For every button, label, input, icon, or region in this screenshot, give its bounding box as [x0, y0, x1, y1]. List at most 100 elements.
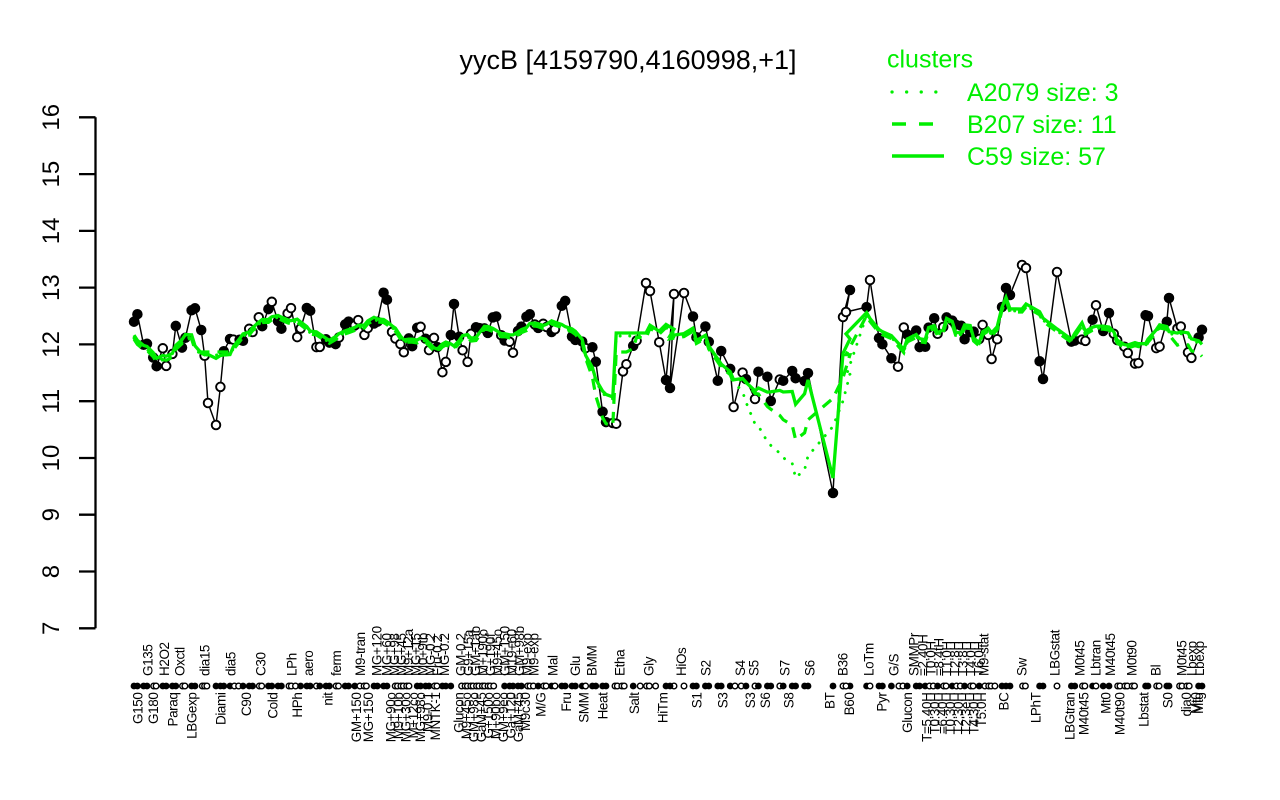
svg-text:MG+15: MG+15 — [408, 633, 423, 676]
svg-text:M0t90: M0t90 — [1125, 640, 1140, 676]
svg-text:Paraq: Paraq — [166, 693, 181, 727]
svg-text:M19+60: M19+60 — [505, 629, 520, 676]
svg-text:T3:8H: T3:8H — [956, 641, 971, 676]
svg-text:M9-0.1: M9-0.1 — [421, 693, 436, 733]
svg-text:T0:30H: T0:30H — [927, 693, 942, 735]
svg-text:S3: S3 — [743, 693, 758, 709]
svg-text:nit: nit — [320, 692, 335, 706]
svg-text:16: 16 — [38, 104, 65, 131]
svg-text:Gly: Gly — [642, 656, 657, 676]
svg-text:dia5: dia5 — [224, 652, 239, 676]
svg-text:Mt0: Mt0 — [1099, 693, 1114, 714]
svg-text:Heat: Heat — [596, 692, 611, 720]
svg-text:G180: G180 — [146, 693, 161, 724]
svg-text:M9-exp: M9-exp — [527, 633, 542, 676]
svg-text:C59 size: 57: C59 size: 57 — [967, 143, 1106, 171]
svg-text:13: 13 — [38, 274, 65, 301]
svg-text:Lbtran: Lbtran — [1089, 640, 1104, 676]
svg-text:S8: S8 — [782, 693, 797, 709]
svg-text:G/S: G/S — [887, 654, 902, 676]
svg-text:=6.40H: =6.40H — [935, 693, 950, 735]
svg-text:Lbexp: Lbexp — [1185, 641, 1200, 676]
svg-text:11: 11 — [38, 389, 65, 414]
svg-text:M9+45o: M9+45o — [459, 693, 474, 740]
svg-text:T4:0H: T4:0H — [964, 641, 979, 676]
svg-text:LPhT: LPhT — [1029, 692, 1044, 723]
svg-text:MG+45: MG+45 — [394, 633, 409, 676]
svg-text:10: 10 — [38, 445, 65, 472]
svg-text:LPh: LPh — [284, 653, 299, 676]
svg-text:14: 14 — [38, 218, 65, 245]
svg-text:Fru: Fru — [559, 693, 574, 712]
svg-text:T6.0H: T6.0H — [972, 641, 987, 676]
svg-text:BMM: BMM — [585, 646, 600, 676]
svg-text:S7: S7 — [778, 660, 793, 676]
svg-text:8: 8 — [38, 565, 65, 578]
svg-text:C30: C30 — [254, 652, 269, 676]
svg-text:clusters: clusters — [887, 46, 973, 74]
svg-text:GaM+45: GaM+45 — [511, 693, 526, 743]
svg-text:M40t45: M40t45 — [1077, 693, 1092, 736]
svg-text:dia0: dia0 — [1179, 693, 1194, 717]
svg-text:Oxctl: Oxctl — [173, 647, 188, 676]
svg-text:B207 size: 11: B207 size: 11 — [967, 111, 1117, 139]
svg-text:M40t45: M40t45 — [1103, 633, 1118, 676]
svg-text:dia15: dia15 — [198, 645, 213, 676]
svg-text:T1:0H: T1:0H — [940, 641, 955, 676]
svg-text:T0:0H: T0:0H — [924, 641, 939, 676]
svg-text:GaM+45: GaM+45 — [474, 693, 489, 743]
svg-text:ferm: ferm — [329, 650, 344, 676]
svg-text:MG-0.2: MG-0.2 — [437, 633, 452, 676]
svg-text:Glucon: Glucon — [452, 693, 467, 733]
svg-text:M9c30: M9c30 — [518, 693, 533, 732]
svg-text:MG+98: MG+98 — [387, 633, 402, 676]
svg-text:T2:3eH: T2:3eH — [959, 693, 974, 735]
svg-text:S2: S2 — [698, 660, 713, 676]
svg-text:M9-tran: M9-tran — [353, 632, 368, 676]
svg-text:BC: BC — [997, 692, 1012, 711]
svg-text:GM-0.2: GM-0.2 — [454, 633, 469, 676]
svg-text:M0t45: M0t45 — [1175, 640, 1190, 676]
svg-text:G150: G150 — [131, 693, 146, 724]
svg-text:GM+1ab: GM+1ab — [468, 626, 483, 676]
svg-text:MG+90o: MG+90o — [384, 693, 399, 743]
svg-text:Glu: Glu — [568, 656, 583, 676]
svg-text:Bl: Bl — [1149, 664, 1164, 676]
svg-text:GM+150: GM+150 — [497, 626, 512, 676]
svg-text:M40t90: M40t90 — [1113, 693, 1128, 736]
svg-text:MG+120: MG+120 — [370, 626, 385, 676]
svg-text:GM+98o: GM+98o — [466, 693, 481, 743]
svg-text:Etha: Etha — [613, 649, 628, 676]
svg-text:Diami: Diami — [214, 692, 229, 725]
svg-text:M9-stat: M9-stat — [977, 633, 992, 676]
svg-text:Mal: Mal — [546, 655, 561, 676]
svg-text:T2:30H: T2:30H — [951, 693, 966, 735]
svg-text:9: 9 — [38, 508, 65, 521]
svg-text:G+150o: G+150o — [481, 693, 496, 739]
svg-text:LoTm: LoTm — [861, 643, 876, 676]
svg-text:MG+150: MG+150 — [361, 693, 376, 743]
svg-text:Sw: Sw — [1015, 657, 1030, 676]
svg-text:S5: S5 — [746, 660, 761, 676]
svg-text:12: 12 — [38, 331, 65, 358]
svg-text:LBGstat: LBGstat — [1047, 629, 1062, 676]
svg-text:S6: S6 — [758, 693, 773, 709]
svg-text:SMMPr: SMMPr — [907, 632, 922, 676]
svg-text:G135: G135 — [141, 645, 156, 676]
svg-text:Cold: Cold — [266, 693, 281, 719]
svg-text:Ga+120: Ga+120 — [503, 693, 518, 739]
svg-text:S6: S6 — [803, 660, 818, 676]
svg-text:M9+10b: M9+10b — [391, 693, 406, 740]
svg-text:MNTK-1: MNTK-1 — [428, 693, 443, 741]
svg-text:MG+30o: MG+30o — [398, 693, 413, 743]
svg-text:Glucon: Glucon — [900, 693, 915, 733]
svg-text:MG+60: MG+60 — [380, 633, 395, 676]
svg-text:SMM: SMM — [577, 692, 592, 722]
svg-text:GM+98b: GM+98b — [512, 626, 527, 676]
svg-text:BT: BT — [823, 692, 838, 709]
svg-text:Lbexp: Lbexp — [1192, 641, 1207, 676]
svg-text:B60: B60 — [842, 693, 857, 716]
svg-text:Lbstat: Lbstat — [1137, 692, 1152, 727]
svg-text:T2:8H: T2:8H — [948, 641, 963, 676]
svg-text:M0+9tb: M0+9tb — [416, 633, 431, 676]
